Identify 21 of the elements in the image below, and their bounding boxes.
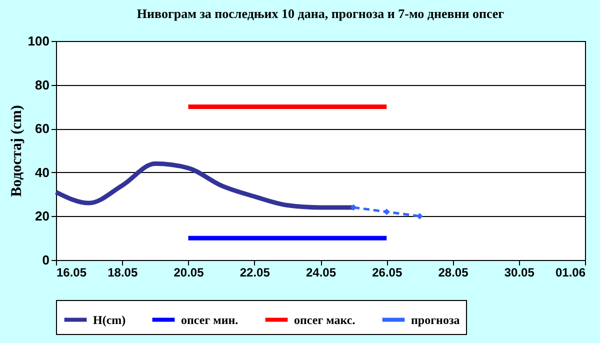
y-axis-title: Водостај (cm) [8,105,25,197]
x-tick-label: 20.05 [174,266,204,280]
y-tick-label: 0 [42,252,50,268]
y-tick-label: 20 [35,208,50,224]
x-tick-label: 30.05 [504,266,535,280]
legend-label: прогноза [411,312,460,327]
y-tick-label: 100 [28,34,50,48]
x-tick-label: 24.05 [306,266,336,280]
x-tick-label: 28.05 [438,266,469,280]
x-tick-label: 22.05 [240,266,270,280]
y-tick-label: 60 [35,121,50,136]
y-tick-label: 40 [35,164,50,180]
legend-label: H(cm) [93,312,126,327]
chart-title: Нивограм за последњих 10 дана, прогноза и 7-мо дневни опсег [136,6,504,21]
x-tick-label: 01.06 [555,266,586,280]
y-tick-label: 80 [35,77,50,92]
legend-label: опсег макс. [294,312,356,327]
x-tick-label: 16.05 [56,266,87,280]
x-tick-label: 26.05 [372,266,402,280]
legend-label: опсег мин. [181,312,238,327]
x-tick-label: 18.05 [108,266,138,280]
